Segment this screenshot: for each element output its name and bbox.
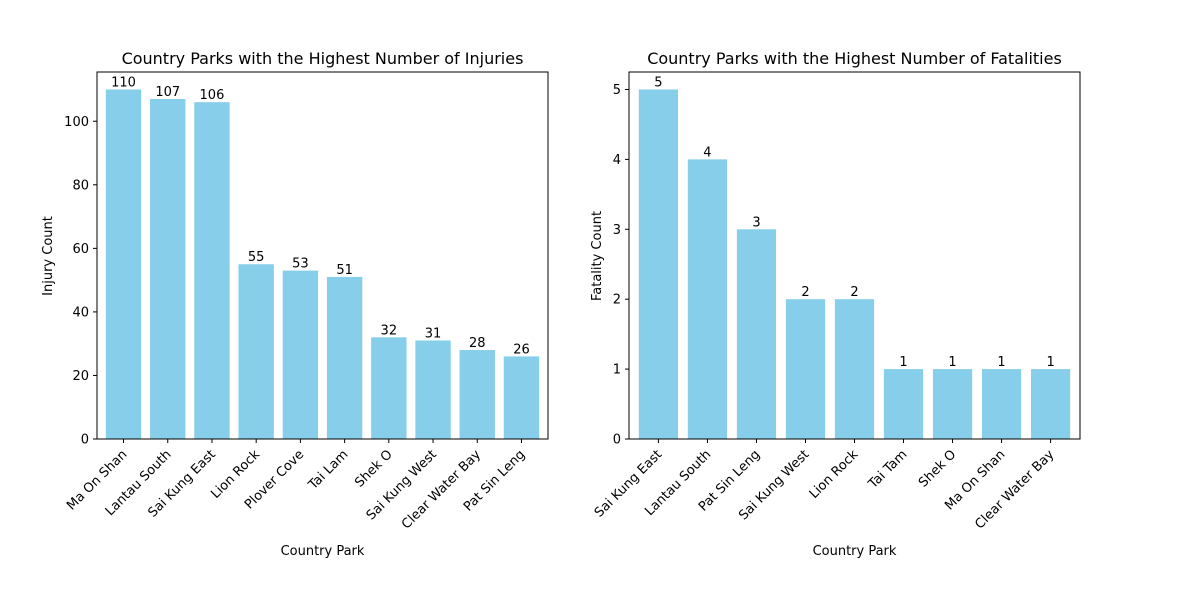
fatalities-data-label: 4 <box>703 145 711 160</box>
fatalities-axes-frame <box>628 71 1081 440</box>
fatalities-y-tick-label: 0 <box>613 433 621 448</box>
fatalities-bars <box>638 89 1071 439</box>
injuries-data-label: 107 <box>155 85 180 100</box>
fatalities-bar <box>638 89 679 439</box>
fatalities-data-label: 1 <box>997 355 1005 370</box>
injuries-data-label: 53 <box>292 257 309 272</box>
injuries-data-label: 26 <box>513 342 530 357</box>
injuries-y-tick-label: 0 <box>81 433 89 448</box>
fatalities-bar <box>1030 369 1071 439</box>
injuries-bar <box>238 264 274 439</box>
injuries-y-tick-label: 20 <box>72 369 89 384</box>
fatalities-y-ticks: 0 1 2 3 4 5 <box>613 83 629 448</box>
fatalities-data-label: 3 <box>752 215 760 230</box>
injuries-y-tick-label: 40 <box>72 305 89 320</box>
fatalities-y-tick-label: 1 <box>613 363 621 378</box>
fatalities-y-tick-label: 3 <box>613 223 621 238</box>
fatalities-bar <box>736 229 777 439</box>
fatalities-bar <box>932 369 973 439</box>
fatalities-bar <box>981 369 1022 439</box>
injuries-data-labels: 110 107 106 55 53 51 32 31 28 26 <box>111 75 530 357</box>
fatalities-chart-title: Country Parks with the Highest Number of… <box>647 49 1062 68</box>
injuries-data-label: 28 <box>469 336 486 351</box>
fatalities-data-label: 5 <box>654 75 662 90</box>
fatalities-x-axis-label: Country Park <box>813 544 897 559</box>
fatalities-data-label: 2 <box>801 285 809 300</box>
fatalities-bar <box>785 299 826 439</box>
injuries-data-label: 32 <box>381 323 398 338</box>
fatalities-data-label: 1 <box>948 355 956 370</box>
injuries-bar <box>415 340 451 439</box>
injuries-y-axis-label: Injury Count <box>41 216 56 296</box>
injuries-chart-title: Country Parks with the Highest Number of… <box>122 49 524 68</box>
injuries-bar <box>503 356 540 439</box>
injuries-bar <box>371 337 407 439</box>
fatalities-data-labels: 5 4 3 2 2 1 1 1 1 <box>654 75 1054 370</box>
injuries-bars <box>105 89 540 439</box>
injuries-data-label: 106 <box>200 88 225 103</box>
injuries-bar <box>459 350 495 439</box>
injuries-y-ticks: 0 20 40 60 80 100 <box>64 115 97 448</box>
fatalities-y-tick-label: 5 <box>613 83 621 98</box>
fatalities-data-label: 2 <box>850 285 858 300</box>
injuries-data-label: 31 <box>425 326 442 341</box>
injuries-y-tick-label: 60 <box>72 242 89 257</box>
injuries-y-tick-label: 100 <box>64 115 89 130</box>
injuries-data-label: 110 <box>111 75 136 90</box>
injuries-bar <box>150 99 186 439</box>
injuries-axes-frame <box>96 71 549 440</box>
injuries-x-axis-label: Country Park <box>281 544 365 559</box>
fatalities-y-axis-label: Fatality Count <box>590 211 605 301</box>
injuries-bar <box>105 89 142 439</box>
fatalities-bar <box>687 159 728 439</box>
fatalities-bar <box>834 299 875 439</box>
injuries-bar <box>194 102 230 439</box>
injuries-data-label: 51 <box>336 263 353 278</box>
fatalities-data-label: 1 <box>899 355 907 370</box>
fatalities-data-label: 1 <box>1046 355 1054 370</box>
fatalities-y-tick-label: 2 <box>613 293 621 308</box>
injuries-y-tick-label: 80 <box>72 178 89 193</box>
injuries-bar <box>282 270 319 439</box>
injuries-bar <box>326 276 363 439</box>
fatalities-bar <box>883 369 924 439</box>
fatalities-y-tick-label: 4 <box>613 153 621 168</box>
injuries-data-label: 55 <box>248 250 265 265</box>
